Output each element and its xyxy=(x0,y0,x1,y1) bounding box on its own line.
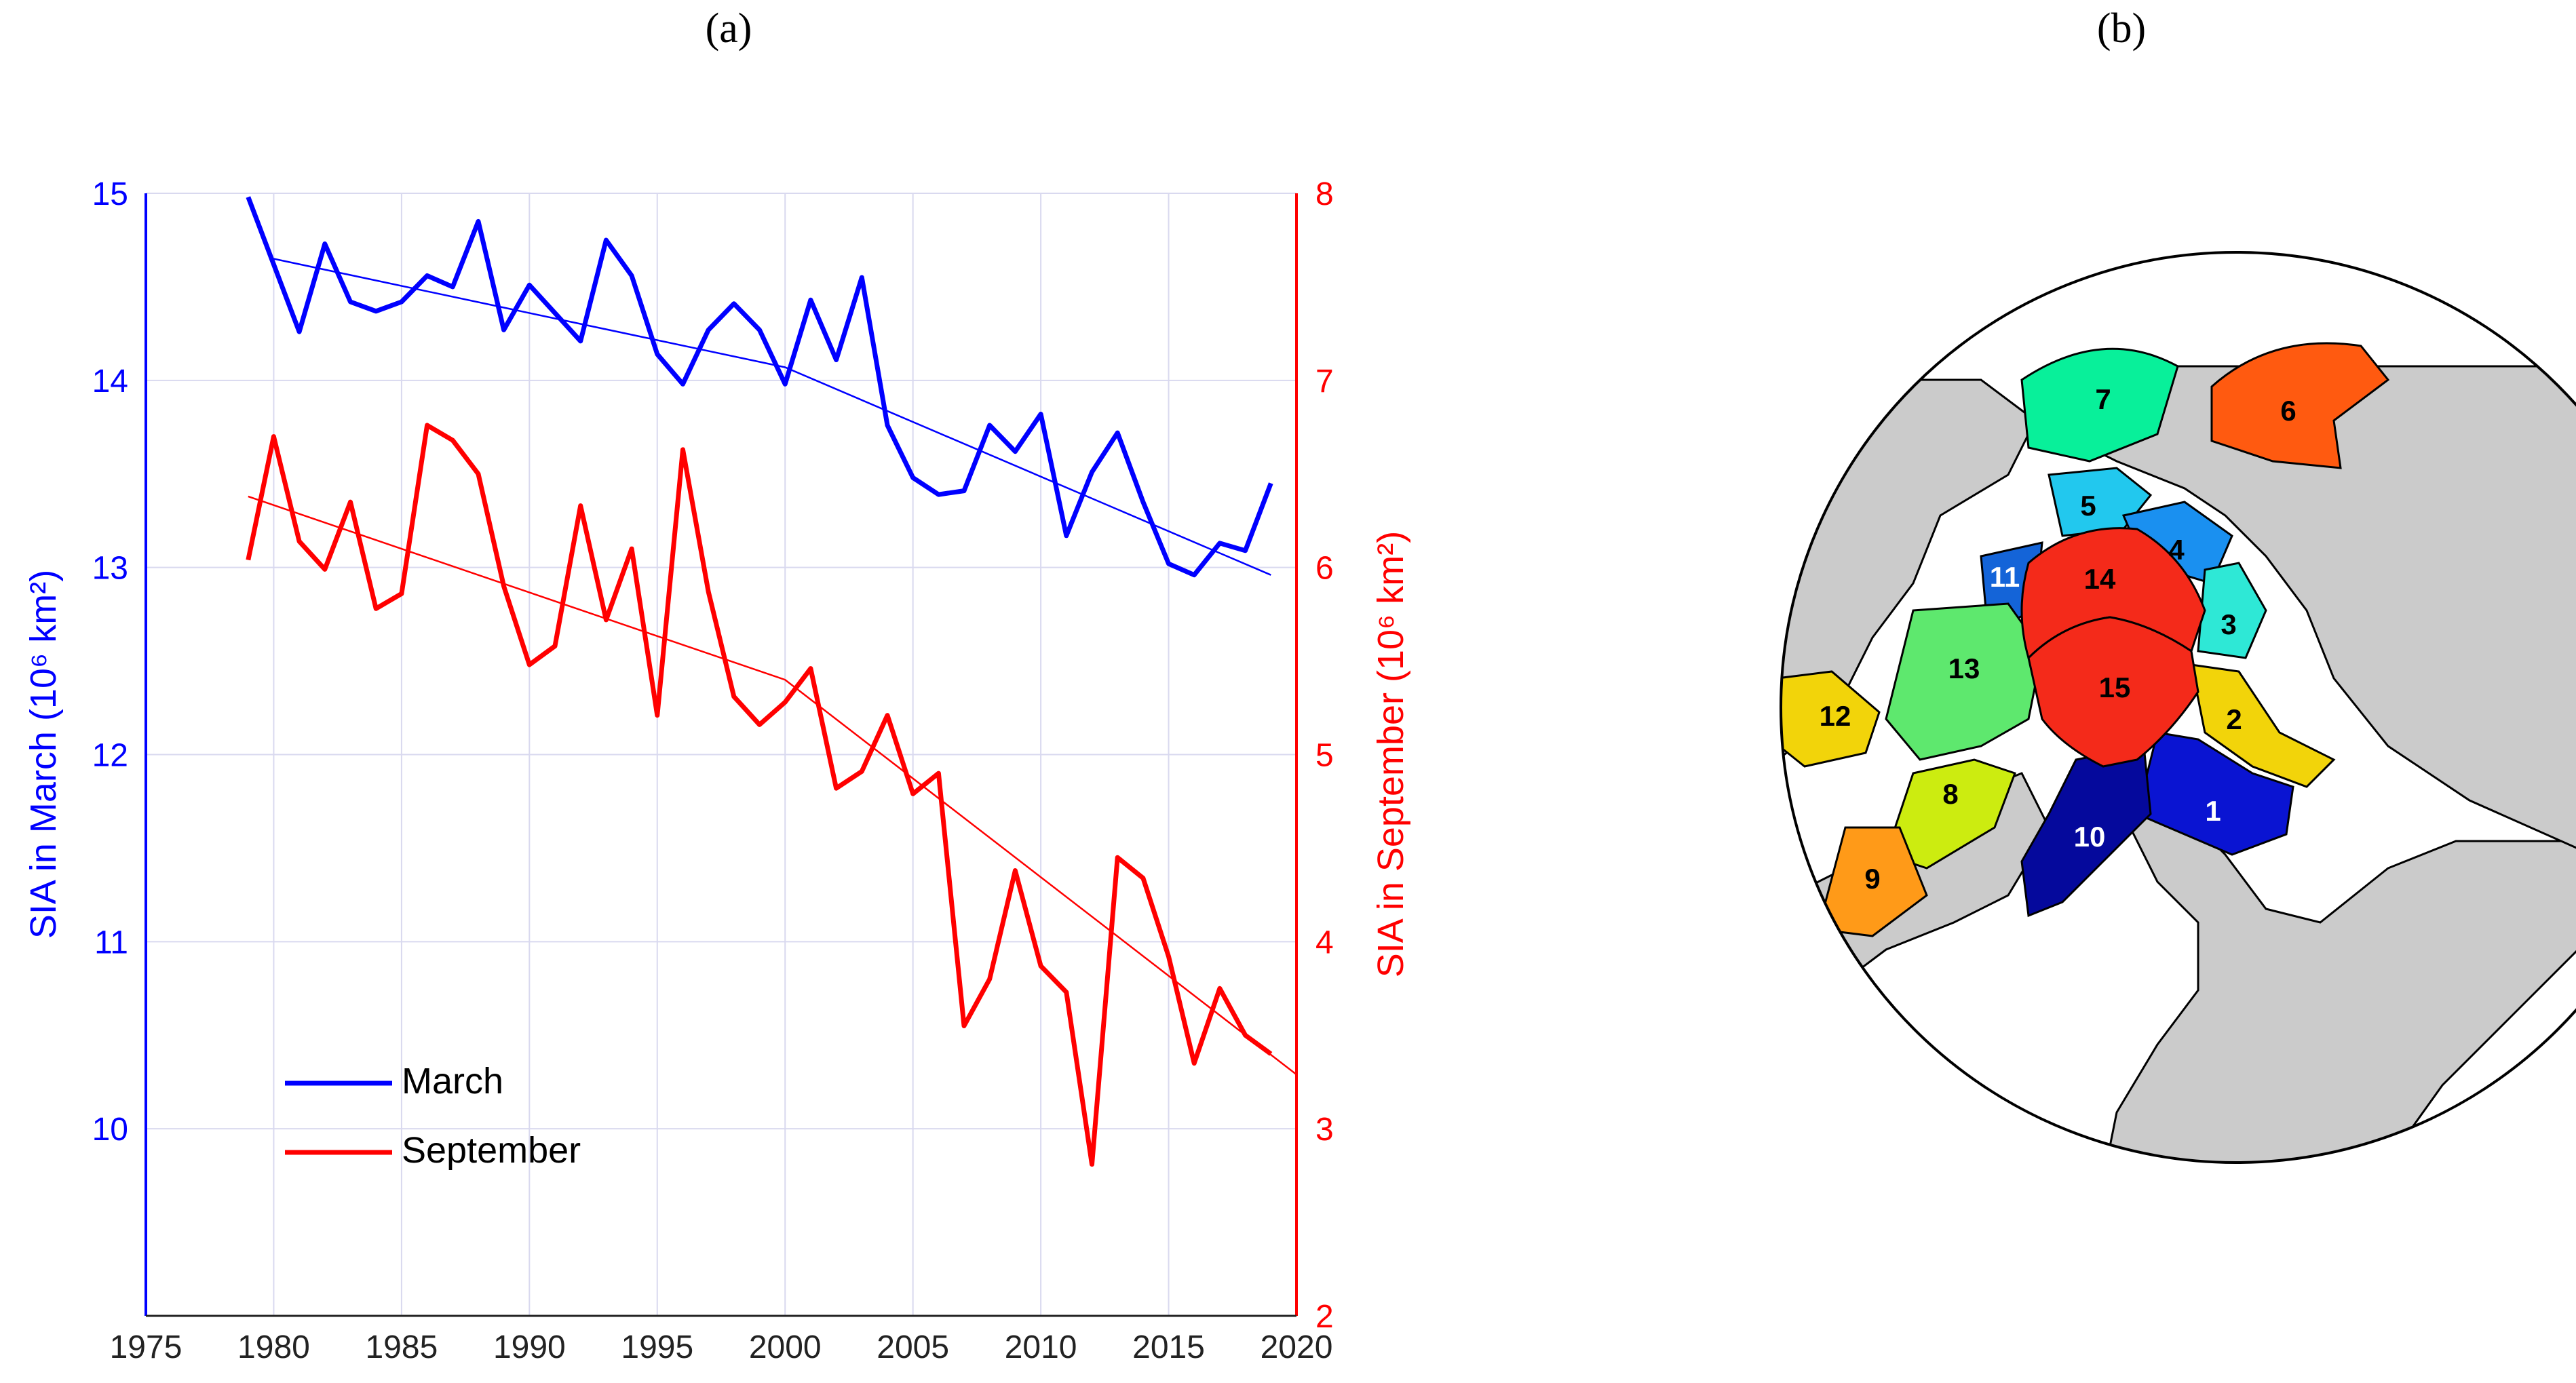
region-3 xyxy=(2197,562,2267,659)
region-label-10: 10 xyxy=(2074,821,2106,853)
right-tick-label: 6 xyxy=(1315,551,1334,587)
region-label-3: 3 xyxy=(2221,608,2236,640)
x-tick-label: 1990 xyxy=(493,1329,566,1365)
land-greenland-europe xyxy=(2086,785,2576,1163)
panel-b-label: (b) xyxy=(2097,5,2146,52)
trend-line-march xyxy=(273,258,1271,576)
land-siberia xyxy=(2061,365,2576,856)
left-tick-label: 10 xyxy=(92,1112,128,1148)
x-tick-labels: 1975 1980 1985 1990 1995 2000 2005 2010 2015 2020 xyxy=(110,1329,1333,1365)
right-tick-label: 8 xyxy=(1315,176,1334,212)
region-label-6: 6 xyxy=(2280,395,2296,427)
series-lines xyxy=(246,196,1273,1167)
right-axis-title: SIA in September (10⁶ km²) xyxy=(1370,531,1411,977)
region-7 xyxy=(2020,347,2179,463)
left-tick-label: 12 xyxy=(92,738,128,774)
region-2 xyxy=(2190,663,2336,788)
x-tick-label: 2020 xyxy=(1261,1329,1333,1365)
region-15 xyxy=(2027,616,2199,768)
region-12 xyxy=(1781,670,1881,768)
x-tick-label: 2000 xyxy=(749,1329,822,1365)
right-tick-label: 7 xyxy=(1315,364,1334,400)
legend-march-label: March xyxy=(402,1061,503,1102)
region-1 xyxy=(2136,731,2294,856)
left-tick-label: 13 xyxy=(92,551,128,587)
region-label-7: 7 xyxy=(2095,383,2111,415)
region-label-1: 1 xyxy=(2205,795,2221,827)
x-tick-label: 1975 xyxy=(110,1329,182,1365)
right-tick-label: 3 xyxy=(1315,1112,1334,1148)
map-boundary xyxy=(1780,251,2576,1164)
region-label-13: 13 xyxy=(1948,652,1980,684)
left-tick-label: 14 xyxy=(92,364,128,400)
right-tick-labels: 2 3 4 5 6 7 8 xyxy=(1315,176,1334,1335)
legend-september-label: September xyxy=(402,1130,581,1171)
region-10 xyxy=(2020,745,2152,918)
region-6 xyxy=(2210,342,2390,469)
x-tick-label: 1980 xyxy=(237,1329,310,1365)
left-axis-title: SIA in March (10⁶ km²) xyxy=(23,570,64,939)
region-label-15: 15 xyxy=(2099,671,2131,703)
x-tick-label: 1985 xyxy=(365,1329,438,1365)
region-label-9: 9 xyxy=(1864,863,1880,895)
left-tick-label: 11 xyxy=(94,924,128,960)
region-label-12: 12 xyxy=(1820,700,1851,732)
trend-line-september xyxy=(248,495,1297,1076)
region-labels: 1 2 3 4 5 6 7 8 9 10 11 12 13 14 15 xyxy=(1820,383,2296,895)
x-tick-label: 2005 xyxy=(877,1329,949,1365)
region-label-14: 14 xyxy=(2084,563,2116,595)
left-tick-label: 15 xyxy=(92,176,128,212)
right-tick-label: 2 xyxy=(1315,1299,1334,1335)
x-tick-label: 1995 xyxy=(621,1329,693,1365)
x-tick-label: 2015 xyxy=(1132,1329,1205,1365)
trend-lines xyxy=(248,258,1297,1076)
series-line-september xyxy=(246,423,1273,1167)
region-label-2: 2 xyxy=(2226,703,2242,735)
panel-a-label: (a) xyxy=(706,5,752,52)
legend: March September xyxy=(285,1061,581,1171)
left-tick-labels: 10 11 12 13 14 15 xyxy=(92,176,128,1148)
region-label-4: 4 xyxy=(2168,534,2185,566)
region-13 xyxy=(1885,602,2043,761)
region-label-11: 11 xyxy=(1990,561,2020,593)
series-line-march xyxy=(246,196,1273,578)
x-tick-label: 2010 xyxy=(1005,1329,1077,1365)
right-tick-label: 4 xyxy=(1315,924,1334,960)
region-label-5: 5 xyxy=(2080,490,2096,522)
y-gridlines xyxy=(146,193,1296,1130)
region-label-8: 8 xyxy=(1942,778,1958,810)
right-tick-label: 5 xyxy=(1315,738,1334,774)
region-map: 1 2 3 4 5 6 7 8 9 10 11 12 13 14 15 xyxy=(1780,251,2576,1164)
chart-a: 1975 1980 1985 1990 1995 2000 2005 2010 2015 2020… xyxy=(23,176,1411,1365)
